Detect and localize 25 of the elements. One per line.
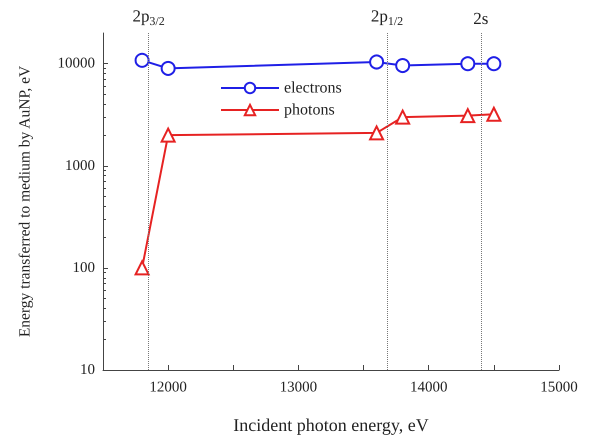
x-tick-label: 14000 [410, 380, 448, 396]
y-tick-label: 1000 [65, 158, 95, 174]
point [395, 110, 410, 125]
x-tick-label: 15000 [540, 380, 578, 396]
y-tick-label: 10 [80, 362, 95, 378]
legend-label: photons [284, 102, 335, 118]
point [460, 56, 476, 72]
point [395, 58, 410, 74]
y-axis-title: Energy transferred to medium by AuNP, eV [16, 65, 34, 338]
ref-line-label: 2s [473, 9, 488, 28]
point [134, 52, 150, 68]
y-tick-label: 10000 [58, 56, 95, 72]
x-tick-label: 13000 [280, 380, 318, 396]
x-tick-label: 12000 [149, 380, 187, 396]
y-tick-label: 100 [72, 260, 95, 276]
point [460, 108, 476, 124]
point [369, 125, 384, 140]
point [134, 260, 150, 276]
point [486, 106, 502, 122]
point [486, 56, 502, 72]
point [369, 54, 384, 70]
legend-label: electrons [284, 80, 342, 96]
point [160, 60, 176, 76]
point [160, 128, 176, 143]
x-axis-title: Incident photon energy, eV [233, 415, 429, 435]
